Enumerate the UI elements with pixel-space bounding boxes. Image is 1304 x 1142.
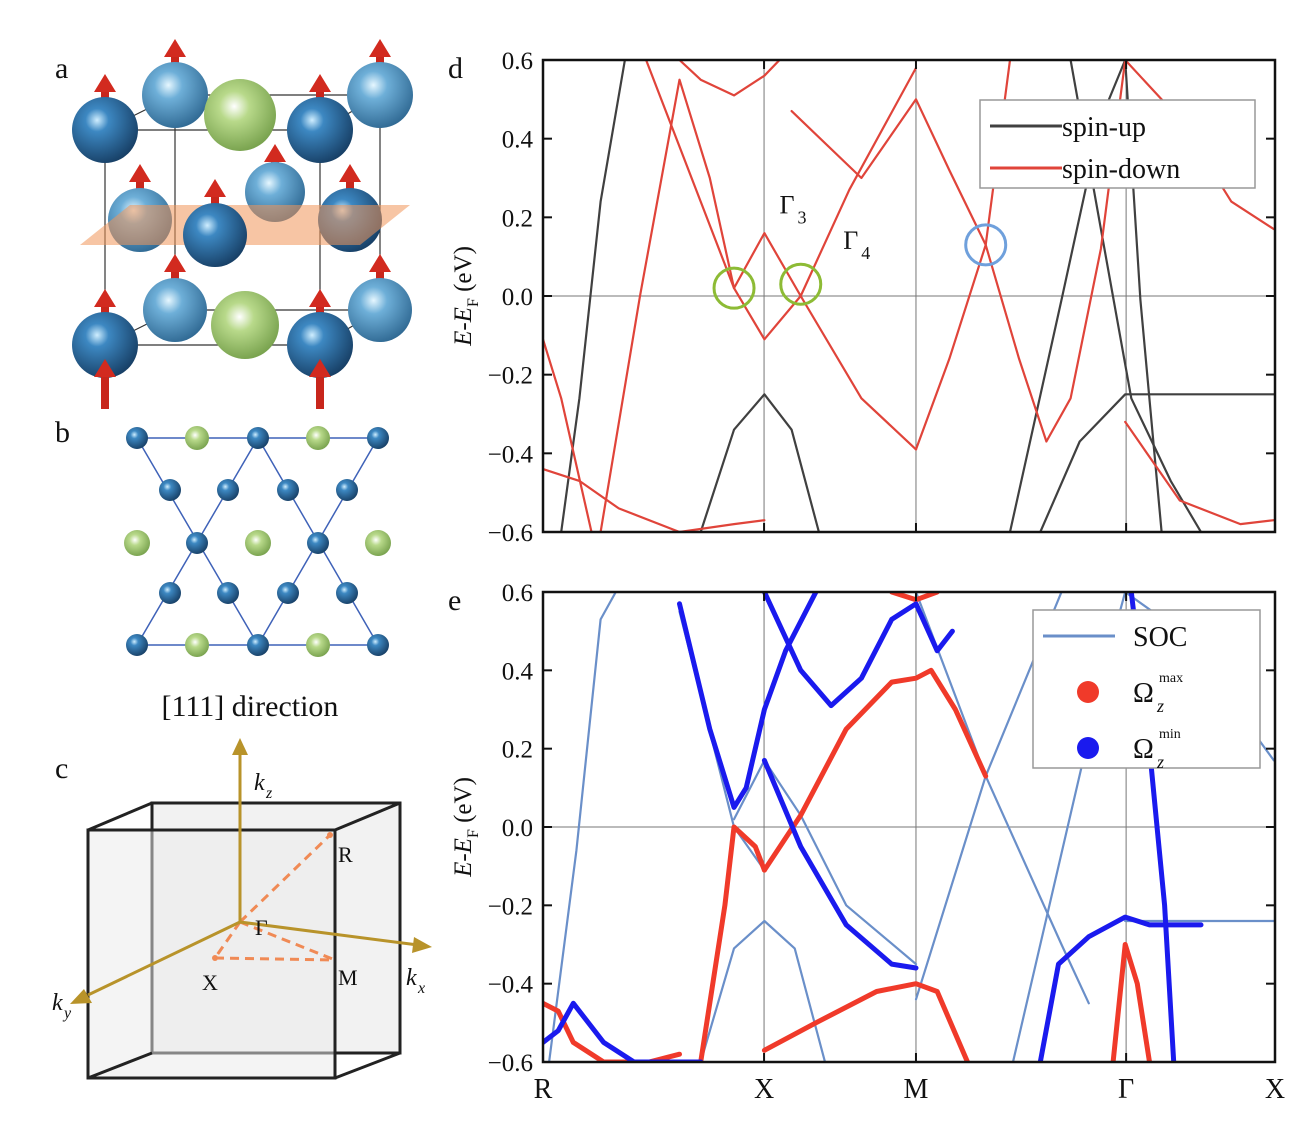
legend-label: spin-down <box>1062 154 1180 185</box>
band-line <box>761 667 989 873</box>
y-axis-label: E-EF (eV) <box>450 246 482 347</box>
axis-label: k <box>406 965 417 991</box>
highlight-circle <box>779 262 823 306</box>
y-axis-label-unit: (eV) <box>450 246 477 298</box>
y-axis-label-main: E-E <box>450 838 477 878</box>
y-tick-label: 0.4 <box>502 658 534 685</box>
annotation: Γ <box>780 190 795 219</box>
legend-swatch <box>1077 681 1099 703</box>
axis-label-sub: x <box>417 980 425 997</box>
band-line <box>1039 393 1275 532</box>
panel-label: a <box>55 52 68 85</box>
band-line <box>1037 914 1204 1062</box>
y-tick-label: −0.4 <box>488 972 534 999</box>
legend-label-sub: z <box>1156 752 1164 772</box>
band-line <box>1124 420 1275 526</box>
y-tick-label: 0.2 <box>502 205 533 232</box>
y-axis-label: E-EF (eV) <box>450 777 482 878</box>
annotation-sub: 3 <box>798 207 807 227</box>
annotation-sub: 4 <box>861 243 870 263</box>
y-tick-label: 0.6 <box>502 48 533 75</box>
axis-label: k <box>254 770 265 796</box>
point-label: M <box>338 965 358 990</box>
highlight-circle <box>712 266 756 310</box>
x-tick-label: X <box>1265 1074 1285 1105</box>
y-tick-label: 0.4 <box>502 127 534 154</box>
y-tick-label: 0.0 <box>502 284 533 311</box>
y-tick-label: 0.6 <box>502 580 533 607</box>
panel-label: e <box>448 584 461 617</box>
band-line <box>560 60 626 532</box>
band-line <box>548 592 617 1062</box>
band-line <box>543 1000 704 1062</box>
band-line <box>543 338 593 532</box>
y-tick-label: 0.2 <box>502 737 533 764</box>
crystal-structure <box>72 39 413 409</box>
y-tick-label: −0.2 <box>488 893 533 920</box>
band-line <box>677 592 819 810</box>
legend-box <box>979 99 1256 189</box>
legend-label: SOC <box>1133 622 1187 653</box>
panel-label: c <box>55 752 68 785</box>
y-axis-label-unit: (eV) <box>450 777 477 829</box>
legend-label-sup: min <box>1159 727 1181 742</box>
band-line <box>914 592 1090 1005</box>
kagome-lattice <box>124 426 391 657</box>
band-line <box>543 468 766 532</box>
band-line <box>678 60 781 97</box>
band-line <box>790 60 1127 443</box>
band-line <box>645 60 918 451</box>
band-line <box>761 981 970 1062</box>
axis-label: k <box>52 990 63 1016</box>
y-tick-label: −0.6 <box>488 1050 533 1077</box>
annotation: Γ <box>843 226 858 255</box>
axis-label-sub: y <box>62 1005 72 1022</box>
band-line <box>1008 60 1127 532</box>
legend-label: Ω <box>1133 734 1154 765</box>
x-tick-label: Γ <box>1118 1074 1134 1105</box>
panel-label: b <box>55 416 70 449</box>
point-label: R <box>338 842 353 867</box>
x-tick-label: X <box>754 1074 774 1105</box>
legend-label: Ω <box>1133 678 1154 709</box>
legend-label-sup: max <box>1159 671 1183 686</box>
band-line <box>761 757 919 971</box>
legend-swatch <box>1077 737 1099 759</box>
legend-label-sub: z <box>1156 696 1164 716</box>
brillouin-zone <box>70 738 432 1080</box>
band-line <box>1110 942 1152 1062</box>
x-tick-label: R <box>534 1074 553 1105</box>
point-label: Γ <box>255 915 268 940</box>
band-line <box>698 824 767 1062</box>
caption: [111] direction <box>162 690 339 723</box>
y-axis-label-main: E-E <box>450 307 477 347</box>
panel-label: d <box>448 52 463 85</box>
y-axis-label-sub: F <box>465 298 482 307</box>
axis-label-sub: z <box>265 785 273 802</box>
y-axis-label-sub: F <box>465 829 482 838</box>
x-tick-label: M <box>904 1074 929 1105</box>
y-tick-label: −0.6 <box>488 520 533 547</box>
legend-label: spin-up <box>1062 112 1146 143</box>
y-tick-label: −0.2 <box>488 363 533 390</box>
point-label: X <box>202 970 218 995</box>
y-tick-label: −0.4 <box>488 441 534 468</box>
y-tick-label: 0.0 <box>502 815 533 842</box>
band-line <box>699 919 827 1062</box>
band-line <box>761 592 955 709</box>
highlight-circle <box>964 223 1008 267</box>
band-line <box>699 393 820 532</box>
